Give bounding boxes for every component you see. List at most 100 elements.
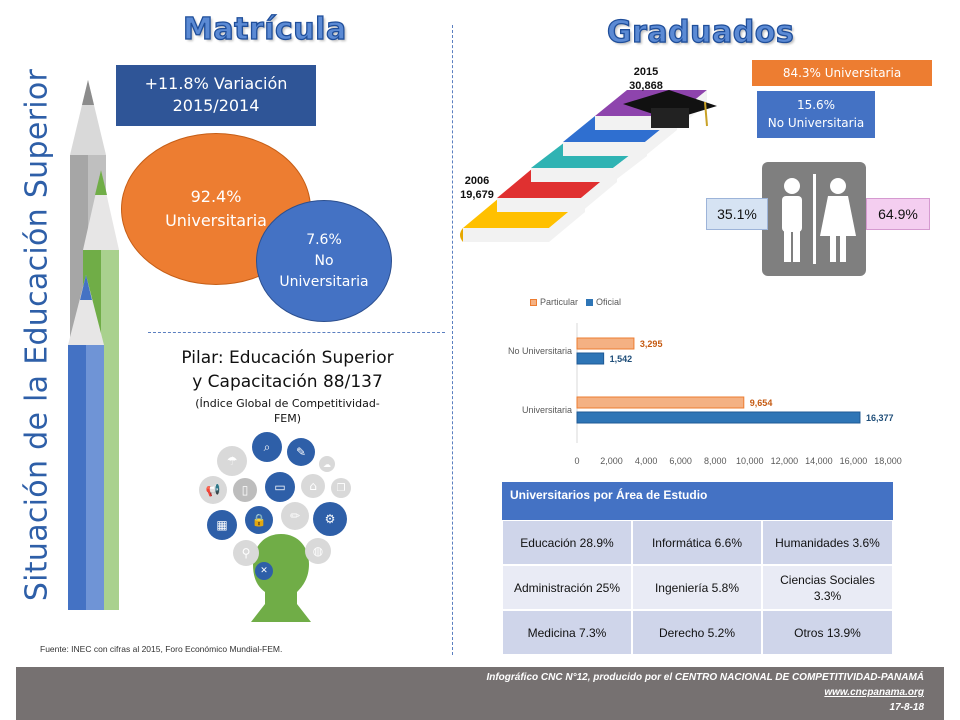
graduados-no-universitaria-label: No Universitaria	[767, 116, 865, 130]
chart-x-tick-label: 18,000	[874, 456, 902, 466]
education-icon-cluster: ⌕ ☂ ✎ ☁ 📢 ▯ ▭ ⌂ ❐ ▦ 🔒 ✏ ⚙ ⚲ ◍ ✕	[195, 432, 365, 622]
chart-category-label: No Universitaria	[508, 346, 572, 356]
restroom-gender-icon	[762, 162, 866, 276]
graduados-2006-year: 2006	[464, 175, 490, 187]
chart-bar-particular	[576, 337, 635, 350]
graduados-2006-label: 2006 19,679	[452, 174, 502, 202]
copy-icon: ❐	[331, 478, 351, 498]
area-cell: Informática 6.6%	[632, 520, 762, 565]
vertical-title-text: Situación de la Educación Superior	[19, 68, 55, 602]
legend-label-particular: Particular	[540, 297, 579, 307]
calendar-icon: ▦	[207, 510, 237, 540]
area-cell: Ingeniería 5.8%	[632, 565, 762, 610]
footer-text: Infográfico CNC N°12, producido por el C…	[486, 670, 924, 715]
head-silhouette-icon	[251, 534, 311, 622]
universitaria-pct: 92.4%	[190, 187, 242, 206]
area-cell: Otros 13.9%	[762, 610, 893, 655]
legend-label-oficial: Oficial	[596, 297, 622, 307]
area-cell: Ciencias Sociales 3.3%	[762, 565, 893, 610]
pilar-subtitle-line1: (Índice Global de Competitividad-	[195, 397, 380, 410]
male-female-icon	[782, 174, 856, 264]
no-universitaria-label-1: No	[314, 252, 334, 269]
monitor-icon: ▭	[265, 472, 295, 502]
chart-bar-particular	[576, 396, 745, 409]
pilar-subtitle: (Índice Global de Competitividad- FEM)	[160, 396, 415, 426]
chart-legend: Particular Oficial	[530, 297, 621, 307]
tools-icon: ✕	[255, 562, 273, 580]
graduados-universitaria-box: 84.3% Universitaria	[752, 60, 932, 86]
variation-period: 2015/2014	[172, 96, 260, 115]
chart-bar-oficial	[576, 352, 605, 365]
legend-swatch-oficial	[586, 298, 594, 306]
legend-swatch-particular	[530, 298, 537, 306]
pencil-green-tip	[83, 170, 119, 250]
chart-data-label: 16,377	[866, 413, 894, 423]
vertical-title: Situación de la Educación Superior	[17, 40, 57, 630]
graduados-2015-value: 30,868	[629, 80, 663, 92]
footer-date: 17-8-18	[889, 702, 924, 713]
male-pct-box: 35.1%	[706, 198, 768, 230]
pencil-gray-tip	[70, 80, 106, 155]
no-universitaria-bubble: 7.6% No Universitaria	[256, 200, 392, 322]
source-note: Fuente: INEC con cifras al 2015, Foro Ec…	[40, 644, 283, 654]
graduados-no-universitaria-box: 15.6% No Universitaria	[757, 91, 875, 138]
area-cell: Educación 28.9%	[502, 520, 632, 565]
chart-x-tick-label: 10,000	[736, 456, 764, 466]
chart-data-label: 3,295	[640, 339, 663, 349]
pilar-block: Pilar: Educación Superior y Capacitación…	[160, 346, 415, 426]
chart-x-tick-label: 8,000	[704, 456, 727, 466]
variation-value: +11.8% Variación	[144, 74, 288, 93]
pilar-title-line1: Pilar: Educación Superior	[181, 348, 394, 368]
pilar-title-line2: y Capacitación 88/137	[192, 372, 383, 392]
cloud-icon: ☁	[319, 456, 335, 472]
pilar-title: Pilar: Educación Superior y Capacitación…	[160, 346, 415, 394]
lock-icon: 🔒	[245, 506, 273, 534]
area-cell: Derecho 5.2%	[632, 610, 762, 655]
search-icon: ⌕	[252, 432, 282, 462]
area-cell: Medicina 7.3%	[502, 610, 632, 655]
pencil-icon: ✏	[281, 502, 309, 530]
pencil-blue-tip	[68, 275, 104, 345]
home-icon: ⌂	[301, 474, 325, 498]
chart-data-label: 1,542	[610, 354, 633, 364]
legend-item-particular: Particular	[530, 297, 578, 307]
footer-credit: Infográfico CNC N°12, producido por el C…	[486, 672, 924, 683]
chart-bar-oficial	[576, 411, 861, 424]
graduados-no-universitaria-pct: 15.6%	[796, 98, 836, 112]
pencils-illustration	[68, 80, 119, 610]
chart-category-label: Universitaria	[522, 405, 572, 415]
graduados-heading: Graduados	[606, 14, 795, 50]
graduados-2015-year: 2015	[633, 66, 659, 78]
universitaria-label: Universitaria	[165, 211, 267, 230]
chart-x-tick-label: 14,000	[805, 456, 833, 466]
pilar-subtitle-line2: FEM)	[273, 412, 302, 425]
link-icon: ⚲	[233, 540, 259, 566]
gear-icon: ⚙	[313, 502, 347, 536]
footer-bar: Infográfico CNC N°12, producido por el C…	[16, 667, 944, 720]
areas-table-title: Universitarios por Área de Estudio	[502, 482, 893, 520]
chart-x-tick-label: 2,000	[600, 456, 623, 466]
phone-icon: ▯	[233, 478, 257, 502]
no-universitaria-pct: 7.6%	[306, 231, 342, 248]
footer-url-link[interactable]: www.cncpanama.org	[824, 687, 924, 698]
no-universitaria-label-2: Universitaria	[279, 273, 369, 290]
graduados-2015-label: 2015 30,868	[618, 65, 674, 93]
variation-box: +11.8% Variación 2015/2014	[116, 65, 316, 126]
chart-x-tick-label: 16,000	[840, 456, 868, 466]
area-cell: Humanidades 3.6%	[762, 520, 893, 565]
graduados-bar-chart: No Universitaria 3,295 1,542 Universitaria 9…	[508, 323, 902, 466]
edit-icon: ✎	[287, 438, 315, 466]
matricula-heading: Matrícula	[182, 11, 347, 47]
horizontal-divider	[148, 332, 445, 333]
megaphone-icon: 📢	[199, 476, 227, 504]
chart-x-tick-label: 4,000	[635, 456, 658, 466]
umbrella-icon: ☂	[217, 446, 247, 476]
graduation-cap-icon	[623, 90, 717, 128]
areas-grid: Educación 28.9% Informática 6.6% Humanid…	[502, 520, 893, 655]
chart-x-tick-label: 0	[574, 456, 579, 466]
areas-table: Universitarios por Área de Estudio Educa…	[502, 482, 893, 655]
chart-x-tick-label: 6,000	[669, 456, 692, 466]
graduados-2006-value: 19,679	[460, 189, 494, 201]
vertical-divider	[452, 25, 453, 655]
female-pct-box: 64.9%	[866, 198, 930, 230]
